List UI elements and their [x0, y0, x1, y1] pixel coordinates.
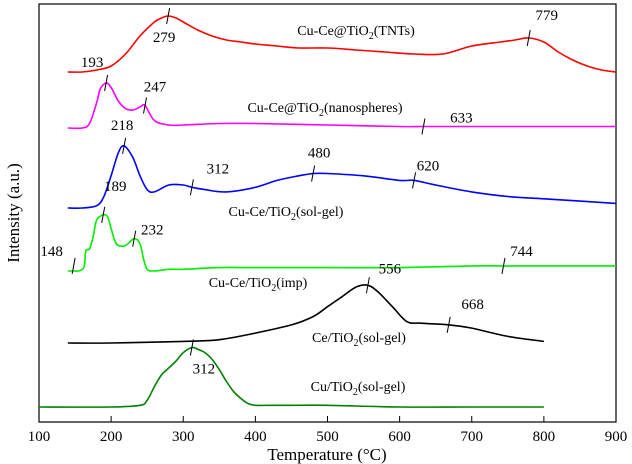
peak-label: 744 [510, 244, 533, 260]
series-label: Cu-Ce/TiO2(imp) [209, 276, 308, 294]
series-line [38, 346, 544, 408]
series-label-main: Cu/TiO [311, 380, 353, 395]
y-axis-title: Intensity (a.u.) [4, 163, 23, 263]
series-line [67, 15, 617, 73]
series-label: Cu-Ce@TiO2(TNTs) [297, 24, 415, 42]
peak-label: 189 [104, 179, 127, 195]
peak-tick [412, 172, 417, 189]
x-tick-label: 100 [28, 429, 51, 445]
peak-tick [189, 339, 194, 356]
series-layer: Cu-Ce@TiO2(TNTs)Cu-Ce@TiO2(nanospheres)C… [38, 15, 617, 408]
peak-label: 148 [40, 244, 63, 260]
x-tick-label: 700 [461, 429, 484, 445]
x-axis-title: Temperature (°C) [267, 445, 386, 464]
series-label: Cu/TiO2(sol-gel) [311, 380, 406, 398]
series-label-subscript: 2 [291, 212, 296, 223]
series-label-subscript: 2 [319, 108, 324, 119]
x-tick-label: 800 [533, 429, 556, 445]
peak-label: 779 [535, 8, 558, 24]
series-label-tail: (sol-gel) [359, 331, 407, 346]
peak-tick [132, 230, 137, 247]
series-label-tail: (imp) [276, 276, 307, 291]
series-label-main: Cu-Ce/TiO [229, 205, 292, 220]
series-line [67, 144, 617, 209]
series-label-main: Cu-Ce@TiO [247, 101, 319, 116]
peak-tick [122, 137, 127, 154]
series-label-subscript: 2 [271, 283, 276, 294]
peak-label: 193 [81, 55, 104, 71]
x-tick-label: 500 [316, 429, 339, 445]
peak-tick [101, 206, 106, 223]
peak-markers: 279 779 193 247 633 218 312 480 620 189 148 232 744 5… [40, 7, 558, 378]
peak-label: 312 [207, 161, 230, 177]
series-label-tail: (sol-gel) [296, 205, 344, 220]
peak-label: 620 [417, 158, 440, 174]
series-label-tail: (TNTs) [374, 24, 415, 39]
x-tick-label: 900 [605, 429, 628, 445]
series-label-subscript: 2 [369, 31, 374, 42]
series-label-tail: (nanospheres) [324, 101, 403, 116]
series-label-subscript: 2 [353, 387, 358, 398]
x-tick-label: 400 [244, 429, 267, 445]
series-label: Cu-Ce@TiO2(nanospheres) [247, 101, 402, 119]
peak-label: 247 [144, 80, 167, 96]
peak-tick [71, 257, 76, 274]
x-tick-label: 600 [388, 429, 411, 445]
series-label: Cu-Ce/TiO2(sol-gel) [229, 205, 344, 223]
x-tick-label: 300 [172, 429, 195, 445]
peak-tick [526, 29, 531, 47]
x-axis-ticks: 100 200 300 400 500 600 700 800 900 [28, 416, 628, 445]
series-line [67, 284, 545, 344]
series-label-main: Cu-Ce@TiO [297, 24, 369, 39]
peak-label: 480 [308, 146, 331, 162]
peak-label: 279 [153, 30, 176, 46]
peak-tick [421, 118, 426, 135]
peak-tick [365, 277, 370, 294]
peak-label: 218 [111, 118, 134, 134]
peak-tick [143, 97, 148, 114]
series-label-subscript: 2 [354, 338, 359, 349]
series-label: Ce/TiO2(sol-gel) [312, 331, 406, 349]
series-label-main: Ce/TiO [312, 331, 354, 346]
series-label-main: Cu-Ce/TiO [209, 276, 272, 291]
peak-tick [189, 179, 194, 196]
peak-label: 633 [450, 111, 473, 127]
peak-tick [446, 316, 451, 333]
peak-label: 312 [193, 362, 216, 378]
peak-tick [311, 165, 316, 182]
peak-label: 668 [461, 297, 484, 313]
peak-label: 556 [379, 261, 402, 277]
peak-label: 232 [141, 223, 164, 239]
peak-tick [166, 7, 171, 25]
x-tick-label: 200 [100, 429, 123, 445]
series-line [67, 82, 616, 130]
series-label-tail: (sol-gel) [358, 380, 406, 395]
peak-tick [501, 257, 506, 274]
peak-tick [104, 74, 109, 92]
